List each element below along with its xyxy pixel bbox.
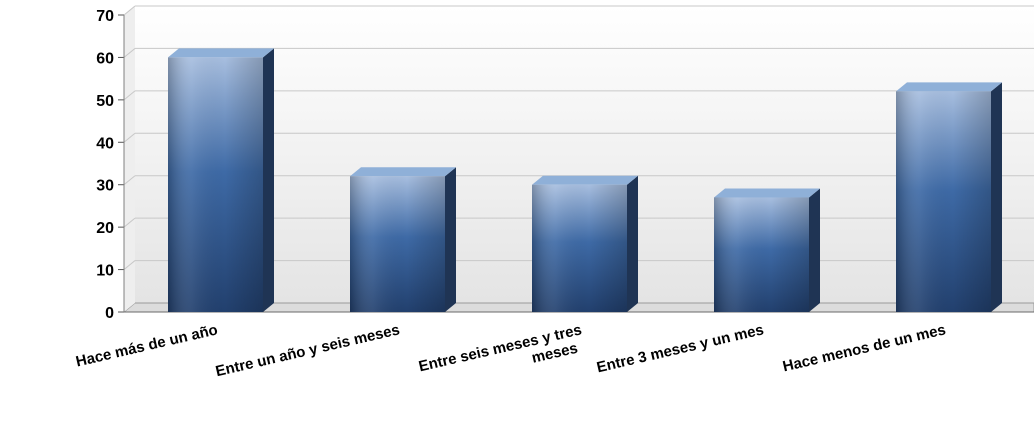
bar-top bbox=[168, 48, 274, 58]
y-tick-label: 50 bbox=[96, 93, 114, 110]
bar bbox=[532, 175, 638, 312]
plot-side-wall bbox=[124, 6, 135, 312]
gridline-diag bbox=[123, 5, 136, 16]
x-category-label-line: Entre un año y seis meses bbox=[214, 321, 401, 380]
bar-side bbox=[263, 48, 274, 313]
gridline-diag bbox=[123, 48, 136, 58]
bar-side bbox=[991, 82, 1002, 312]
gridline-diag bbox=[123, 260, 136, 270]
x-category-label-line: Entre 3 meses y un mes bbox=[595, 321, 765, 376]
bar-shade bbox=[350, 176, 445, 312]
bar-side bbox=[627, 175, 638, 312]
x-category-label-line: Hace más de un año bbox=[74, 321, 219, 370]
bar-shade bbox=[714, 197, 809, 312]
bar-top bbox=[714, 188, 820, 198]
gridline-diag bbox=[123, 175, 136, 186]
bar-shade bbox=[896, 91, 991, 312]
bar-top bbox=[350, 167, 456, 177]
y-tick-label: 40 bbox=[96, 135, 114, 152]
bar-shade bbox=[168, 57, 263, 312]
x-category-label: Entre un año y seis meses bbox=[214, 321, 401, 380]
y-tick-label: 20 bbox=[96, 220, 114, 237]
bar bbox=[714, 188, 820, 312]
x-category-label: Hace menos de un mes bbox=[781, 321, 947, 375]
bar bbox=[168, 48, 274, 313]
y-tick-label: 30 bbox=[96, 178, 114, 195]
bar-side bbox=[809, 188, 820, 312]
x-category-label: Hace más de un año bbox=[74, 321, 219, 370]
gridline-diag bbox=[123, 132, 136, 143]
x-category-label-line: Hace menos de un mes bbox=[781, 321, 947, 375]
gridline-diag bbox=[123, 217, 136, 228]
bar-top bbox=[532, 175, 638, 185]
bar bbox=[896, 82, 1002, 312]
y-tick-label: 10 bbox=[96, 263, 114, 280]
y-tick-label: 60 bbox=[96, 50, 114, 67]
x-category-label: Entre 3 meses y un mes bbox=[595, 321, 765, 376]
bar-shade bbox=[532, 184, 627, 312]
gridline-diag bbox=[123, 90, 136, 101]
bar-top bbox=[896, 82, 1002, 92]
bar-side bbox=[445, 167, 456, 312]
bar bbox=[350, 167, 456, 312]
y-tick-label: 0 bbox=[105, 305, 114, 322]
bars bbox=[168, 48, 1002, 313]
y-tick-label: 70 bbox=[96, 8, 114, 25]
